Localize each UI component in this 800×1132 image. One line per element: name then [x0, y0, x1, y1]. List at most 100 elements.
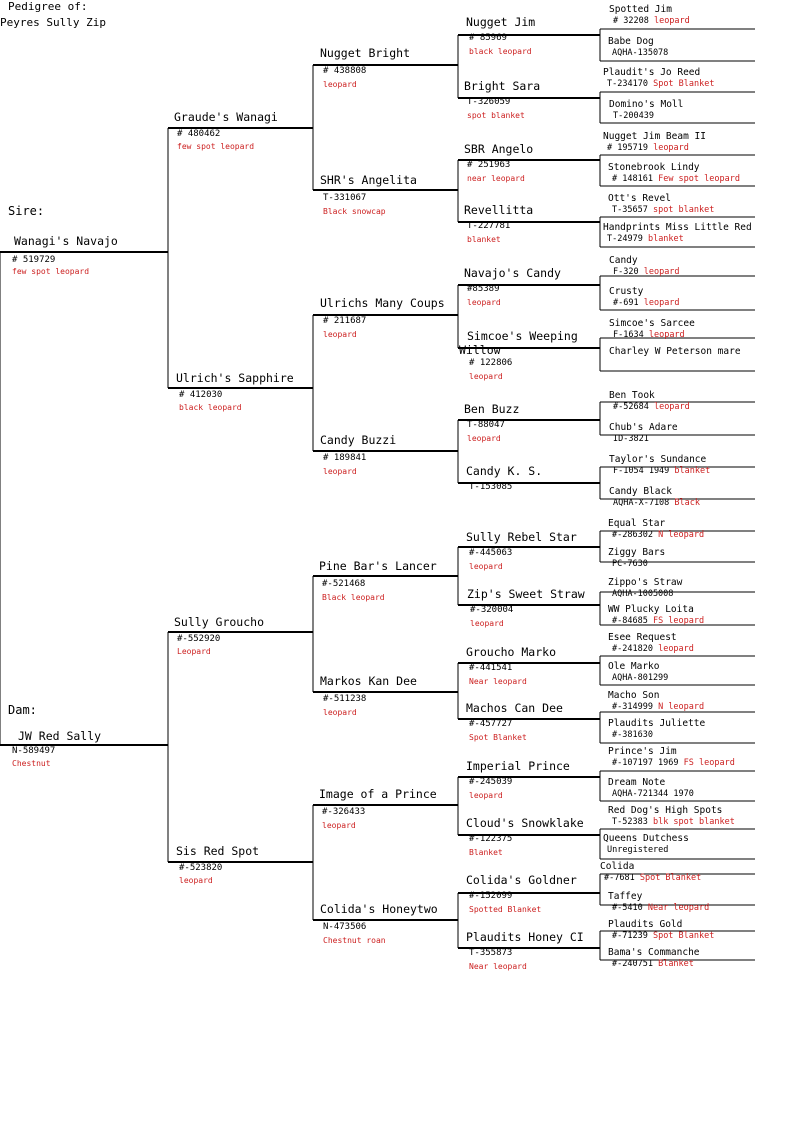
subject-horse-name: Peyres Sully Zip	[0, 16, 106, 29]
gen5-details: #-52684 leopard	[613, 403, 690, 412]
gen3-name: Ulrichs Many Coups	[320, 296, 445, 310]
gen5-name: Candy	[609, 255, 638, 266]
gen5-registration: #-241820	[612, 644, 653, 654]
gen5-name: Domino's Moll	[609, 99, 684, 110]
gen4-color: Near leopard	[469, 677, 527, 686]
gen5-color: Spot Blanket	[652, 931, 715, 941]
gen5-details: Unregistered	[607, 846, 668, 855]
gen5-name: Ziggy Bars	[608, 547, 666, 558]
gen3-name: Image of a Prince	[319, 787, 437, 801]
gen5-name: Handprints Miss Little Red	[603, 222, 752, 233]
gen5-registration: PC-7630	[612, 559, 648, 569]
gen4-registration: #-445063	[469, 548, 513, 558]
gen5-registration: # 195719	[607, 143, 648, 153]
gen3-registration: N-473506	[323, 922, 367, 932]
dam-name: JW Red Sally	[18, 729, 102, 743]
gen4-color: Spotted Blanket	[469, 905, 542, 914]
gen2-name: Graude's Wanagi	[174, 110, 278, 124]
gen4-color: leopard	[469, 791, 503, 800]
gen4-color: blanket	[467, 235, 501, 244]
gen5-registration: #-381630	[612, 730, 653, 740]
gen5-name: Nugget Jim Beam II	[603, 131, 706, 142]
gen5-name: Taffey	[608, 891, 643, 902]
sire-label: Sire:	[8, 204, 45, 218]
gen4-registration: T-326059	[467, 97, 511, 107]
gen5-registration: F-1054 1949	[613, 466, 670, 476]
gen5-color: FS leopard	[652, 616, 705, 626]
gen5-registration: ID-3821	[613, 434, 649, 444]
gen5-registration: #-5410	[612, 903, 643, 913]
gen5-color: N leopard	[658, 702, 705, 712]
gen5-registration: AQHA-721344 1970	[612, 789, 694, 799]
gen5-name: Prince's Jim	[608, 746, 677, 757]
gen4-registration: #-152099	[469, 891, 513, 901]
gen5-registration: Unregistered	[607, 845, 669, 855]
gen3-name: Nugget Bright	[320, 46, 411, 60]
gen5-registration: F-320	[613, 267, 639, 277]
gen4-color: leopard	[467, 434, 501, 443]
gen3-color: Black leopard	[322, 593, 385, 602]
gen5-name: Crusty	[609, 286, 644, 297]
gen5-details: #-71239 Spot Blanket	[612, 932, 714, 941]
gen5-details: #-107197 1969 FS leopard	[612, 759, 735, 768]
gen5-name: Plaudits Juliette	[608, 718, 706, 729]
gen2-registration: # 480462	[177, 129, 221, 139]
gen5-name: Spotted Jim	[609, 4, 672, 15]
gen5-registration: #-7681	[604, 873, 635, 883]
gen2-color: Leopard	[177, 647, 211, 656]
gen5-color: FS leopard	[683, 758, 735, 768]
pedigree-of-label: Pedigree of:	[8, 0, 88, 13]
gen4-name: Plaudits Honey CI	[466, 930, 584, 944]
gen4-color: Near leopard	[469, 962, 527, 971]
gen3-name: Markos Kan Dee	[320, 674, 417, 688]
gen5-registration: #-240751	[612, 959, 653, 969]
gen4-name: Navajo's Candy	[464, 266, 561, 280]
gen5-color: Few spot leopard	[658, 174, 740, 184]
gen4-color: black leopard	[469, 47, 532, 56]
gen5-color: leopard	[653, 402, 690, 412]
gen5-color: blanket	[674, 466, 711, 476]
gen3-registration: T-331067	[323, 193, 367, 203]
gen5-registration: #-107197 1969	[612, 758, 679, 768]
gen5-details: AQHA-801299	[612, 674, 668, 683]
gen5-details: #-381630	[612, 731, 653, 740]
gen2-name: Ulrich's Sapphire	[176, 371, 294, 385]
gen4-name: SBR Angelo	[464, 142, 534, 156]
gen5-color: leopard	[653, 143, 689, 153]
gen4-color: leopard	[469, 372, 503, 381]
gen4-name: Candy K. S.	[466, 464, 543, 478]
gen5-name: Queens Dutchess	[603, 833, 689, 844]
gen2-registration: # 412030	[179, 390, 223, 400]
gen5-details: PC-7630	[612, 560, 648, 569]
gen5-registration: AQHA-1005008	[612, 589, 674, 599]
gen4-color: Spot Blanket	[469, 733, 527, 742]
gen5-name: Chub's Adare	[609, 422, 678, 433]
gen5-name: Zippo's Straw	[608, 577, 683, 588]
gen5-name: Macho Son	[608, 690, 660, 701]
gen4-color: Blanket	[469, 848, 503, 857]
gen5-details: T-200439	[613, 112, 654, 121]
gen5-details: F-1054 1949 blanket	[613, 467, 710, 476]
gen5-color: Black	[674, 498, 701, 508]
gen5-details: # 148161 Few spot leopard	[612, 175, 740, 184]
gen3-color: leopard	[322, 821, 356, 830]
gen5-name: Ott's Revel	[608, 193, 671, 204]
gen4-name: Zip's Sweet Straw	[467, 587, 585, 601]
gen5-registration: # 32208	[613, 16, 649, 26]
gen5-registration: AQHA-X-7108	[613, 498, 670, 508]
gen3-color: leopard	[323, 80, 357, 89]
sire-registration: # 519729	[12, 255, 56, 265]
gen5-registration: T-200439	[613, 111, 654, 121]
gen5-details: AQHA-135078	[612, 49, 668, 58]
gen5-name: Simcoe's Sarcee	[609, 318, 695, 329]
gen3-color: leopard	[323, 330, 357, 339]
gen4-registration: #-122375	[469, 834, 513, 844]
gen2-name: Sis Red Spot	[176, 844, 260, 858]
gen5-color: blanket	[647, 234, 684, 244]
gen5-details: F-320 leopard	[613, 268, 680, 277]
gen5-color: Spot Blanket	[639, 873, 702, 883]
gen5-name: Bama's Commanche	[608, 947, 700, 958]
gen5-name: Candy Black	[609, 486, 672, 497]
gen4-name: Bright Sara	[464, 79, 541, 93]
